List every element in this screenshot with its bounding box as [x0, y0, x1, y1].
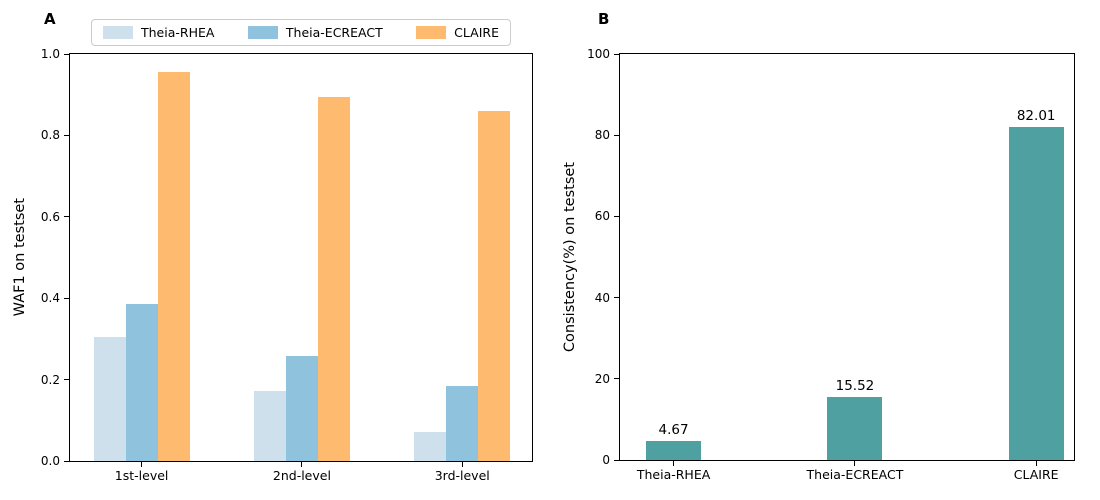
y-tick-label: 80 [594, 128, 610, 143]
y-tick-mark [64, 216, 69, 218]
y-tick-label: 0.4 [40, 291, 60, 306]
panel-b-label: B [598, 10, 610, 28]
bar-value-label: 15.52 [835, 377, 875, 394]
y-tick-mark [64, 134, 69, 136]
legend-swatch [103, 26, 133, 39]
x-tick-mark [673, 461, 675, 466]
bar [446, 385, 479, 461]
x-tick-mark [1035, 461, 1037, 466]
x-tick-mark [461, 462, 463, 467]
x-tick-mark [854, 461, 856, 466]
y-tick-label: 100 [587, 47, 610, 61]
x-tick-label: CLAIRE [1013, 467, 1059, 482]
legend-label: Theia-ECREACT [285, 25, 383, 40]
y-tick-label: 20 [594, 371, 610, 386]
bar [157, 71, 190, 461]
bar [478, 110, 511, 461]
bar-value-label: 4.67 [658, 422, 689, 439]
y-tick-mark [64, 379, 69, 381]
legend-swatch [416, 26, 447, 39]
bar [827, 397, 883, 460]
y-axis-label-b-wrap: Consistency(%) on testset [558, 53, 582, 461]
legend-label: CLAIRE [454, 25, 499, 40]
y-tick-mark [64, 297, 69, 299]
y-axis-label-a-wrap: WAF1 on testset [8, 53, 32, 462]
y-tick-label: 1.0 [40, 47, 60, 61]
x-tick-label: 1st-level [114, 468, 169, 483]
y-tick-mark [64, 460, 69, 462]
y-tick-mark [614, 297, 619, 299]
x-tick-label: Theia-ECREACT [806, 467, 904, 482]
bar [1008, 127, 1064, 460]
x-tick-label: 3rd-level [434, 468, 490, 483]
legend-entry: CLAIRE [416, 25, 499, 40]
bar [253, 391, 286, 461]
x-tick-label: Theia-RHEA [636, 467, 711, 482]
panel-a-label: A [44, 10, 56, 28]
y-tick-label: 0 [602, 453, 610, 467]
y-tick-label: 0.2 [40, 372, 60, 387]
x-tick-label: 2nd-level [272, 468, 331, 483]
legend-swatch [247, 26, 278, 39]
bar-value-label: 82.01 [1016, 108, 1056, 125]
y-tick-label: 0.0 [40, 454, 60, 468]
y-tick-mark [614, 215, 619, 217]
bar [317, 96, 350, 461]
y-tick-mark [614, 378, 619, 380]
bar [285, 356, 318, 461]
legend: Theia-RHEA Theia-ECREACT CLAIRE [91, 19, 511, 46]
y-tick-label: 60 [594, 209, 610, 224]
legend-label: Theia-RHEA [141, 25, 215, 40]
y-tick-label: 0.6 [40, 209, 60, 224]
plot-area-b: 0 20 40 60 80 100 Theia-RHEA Theia-ECREACT CLAIR… [587, 47, 1075, 482]
x-tick-mark [141, 462, 143, 467]
plot-area-a: 0.0 0.2 0.4 0.6 0.8 1.0 1st-level 2nd-level 3rd-… [41, 47, 533, 483]
y-tick-mark [614, 53, 619, 55]
x-tick-mark [301, 462, 303, 467]
y-tick-mark [614, 134, 619, 136]
legend-entry: Theia-ECREACT [247, 25, 383, 40]
bar [646, 441, 702, 460]
y-tick-label: 0.8 [40, 128, 60, 143]
bar [414, 431, 447, 461]
bar [93, 336, 126, 461]
y-tick-label: 40 [594, 290, 610, 305]
legend-entry: Theia-RHEA [103, 25, 214, 40]
y-tick-mark [64, 53, 69, 55]
bar [125, 304, 158, 461]
y-tick-mark [614, 459, 619, 461]
y-axis-label-b: Consistency(%) on testset [562, 161, 578, 353]
